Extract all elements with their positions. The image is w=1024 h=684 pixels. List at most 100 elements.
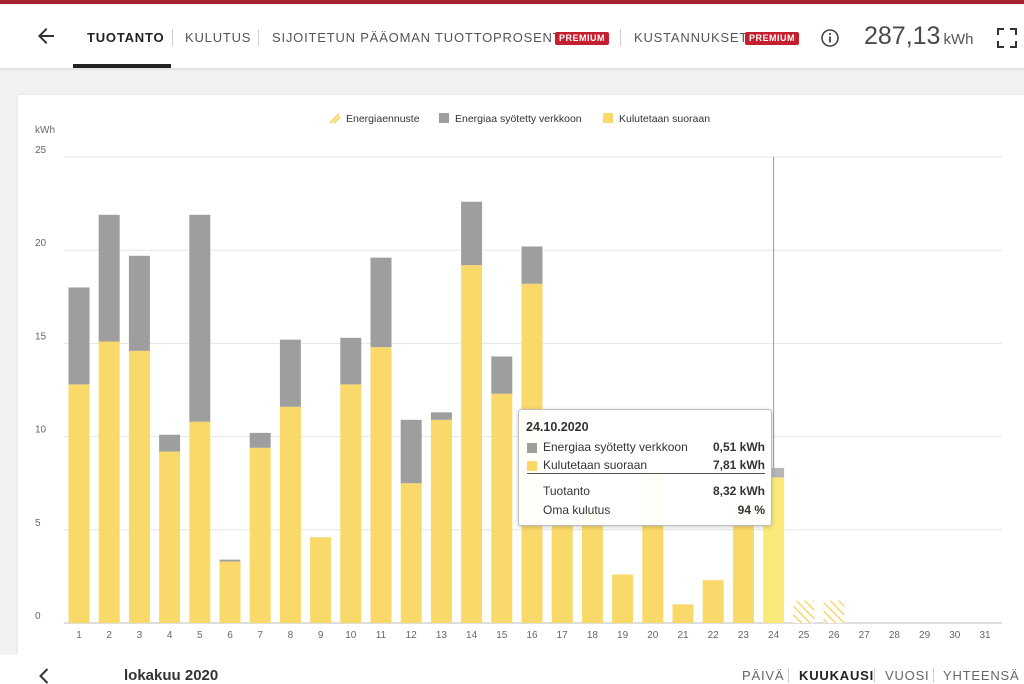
x-tick-label: 4 xyxy=(167,630,173,641)
tooltip-label: Oma kulutus xyxy=(543,503,611,517)
bar-syotetty-verkkoon xyxy=(249,432,271,448)
x-tick-label: 15 xyxy=(496,630,508,641)
bar-kulutetaan-suoraan xyxy=(98,341,120,623)
x-tick-label: 25 xyxy=(798,630,810,641)
info-icon[interactable] xyxy=(820,28,840,48)
period-label: lokakuu 2020 xyxy=(124,667,219,684)
tooltip-label: Energiaa syötetty verkkoon xyxy=(543,440,688,454)
range-separator xyxy=(788,668,789,683)
x-tick-label: 20 xyxy=(647,630,659,641)
bar-kulutetaan-suoraan xyxy=(491,393,513,623)
x-tick-label: 1 xyxy=(76,630,82,641)
y-tick-label: 25 xyxy=(35,145,47,156)
x-tick-label: 16 xyxy=(526,630,538,641)
range-vuosi[interactable]: VUOSI xyxy=(885,668,930,683)
x-tick-label: 13 xyxy=(436,630,448,641)
y-tick-label: 20 xyxy=(35,238,47,249)
bar-syotetty-verkkoon xyxy=(491,356,513,394)
x-tick-label: 22 xyxy=(708,630,720,641)
y-axis-label: kWh xyxy=(35,125,55,136)
x-tick-label: 26 xyxy=(828,630,840,641)
chart-card: 0 5 10 15 20 25 kWh 1 2 3 4 5 6 7 8 9 10 11 12 13 14 15 16 17 18… xyxy=(18,95,1024,655)
bar-syotetty-verkkoon xyxy=(763,467,785,478)
bar-kulutetaan-suoraan xyxy=(400,483,422,623)
bar-syotetty-verkkoon xyxy=(430,412,452,420)
bar-syotetty-verkkoon xyxy=(461,201,483,266)
x-tick-label: 7 xyxy=(257,630,263,641)
bar-energiaennuste xyxy=(793,600,815,623)
tab-tuotanto[interactable]: TUOTANTO xyxy=(87,30,165,45)
bar-syotetty-verkkoon xyxy=(279,339,301,407)
bar-kulutetaan-suoraan xyxy=(279,406,301,623)
bar-energiaennuste xyxy=(823,600,845,623)
fullscreen-icon[interactable] xyxy=(995,26,1019,50)
tab-separator xyxy=(258,29,259,46)
x-tick-label: 17 xyxy=(557,630,569,641)
legend-swatch xyxy=(603,113,613,123)
x-tick-label: 24 xyxy=(768,630,780,641)
bar-kulutetaan-suoraan xyxy=(461,265,483,623)
x-tick-label: 18 xyxy=(587,630,599,641)
tooltip-value: 7,81 kWh xyxy=(712,458,765,472)
bar-syotetty-verkkoon xyxy=(219,559,241,562)
tooltip-summary-row: Tuotanto 8,32 kWh xyxy=(527,484,765,500)
bar-syotetty-verkkoon xyxy=(98,214,120,342)
bar-kulutetaan-suoraan xyxy=(219,561,241,623)
total-production: 287,13 kWh xyxy=(864,22,973,51)
bar-kulutetaan-suoraan xyxy=(310,537,332,623)
y-tick-label: 0 xyxy=(35,611,41,622)
premium-badge: PREMIUM xyxy=(745,32,799,45)
tooltip-divider xyxy=(527,473,765,474)
bar-kulutetaan-suoraan xyxy=(581,511,603,623)
tooltip-row: Kulutetaan suoraan 7,81 kWh xyxy=(527,458,765,474)
tab-separator xyxy=(172,29,173,46)
x-tick-label: 23 xyxy=(738,630,750,641)
legend-label: Energiaa syötetty verkkoon xyxy=(455,113,582,125)
bar-syotetty-verkkoon xyxy=(128,255,150,351)
x-tick-label: 27 xyxy=(859,630,871,641)
legend-hatch-stroke xyxy=(329,113,340,124)
tab-kustannukset[interactable]: KUSTANNUKSET xyxy=(634,30,749,45)
legend-label: Kulutetaan suoraan xyxy=(619,113,710,125)
bar-kulutetaan-suoraan xyxy=(612,574,634,623)
total-value: 287,13 xyxy=(864,22,941,50)
legend-swatch xyxy=(527,461,537,471)
tooltip-label: Kulutetaan suoraan xyxy=(543,458,648,472)
range-yhteensa[interactable]: YHTEENSÄ xyxy=(943,668,1020,683)
chevron-left-icon[interactable] xyxy=(36,667,54,684)
bar-kulutetaan-suoraan xyxy=(249,447,271,623)
bar-kulutetaan-suoraan xyxy=(370,347,392,623)
x-tick-label: 14 xyxy=(466,630,478,641)
x-tick-label: 6 xyxy=(227,630,233,641)
x-tick-label: 29 xyxy=(919,630,931,641)
y-tick-label: 5 xyxy=(35,518,41,529)
bar-kulutetaan-suoraan xyxy=(128,350,150,623)
bar-kulutetaan-suoraan xyxy=(672,604,694,623)
header-bar: TUOTANTO KULUTUS SIJOITETUN PÄÄOMAN TUOT… xyxy=(0,4,1024,68)
x-tick-label: 9 xyxy=(318,630,324,641)
total-unit: kWh xyxy=(943,31,974,48)
period-navigation: lokakuu 2020 PÄIVÄ KUUKAUSI VUOSI YHTEEN… xyxy=(0,655,1024,684)
legend-hatch-stroke xyxy=(333,116,341,124)
legend-swatch xyxy=(439,113,449,123)
x-tick-label: 19 xyxy=(617,630,629,641)
arrow-left-icon[interactable] xyxy=(34,24,58,48)
tab-kulutus[interactable]: KULUTUS xyxy=(185,30,252,45)
bar-kulutetaan-suoraan xyxy=(340,384,362,623)
bar-kulutetaan-suoraan xyxy=(189,421,211,623)
range-separator xyxy=(874,668,875,683)
tab-separator xyxy=(620,29,621,46)
tab-tuottoprosentti[interactable]: SIJOITETUN PÄÄOMAN TUOTTOPROSENTTI xyxy=(272,30,575,45)
top-accent-bar xyxy=(0,0,1024,4)
tooltip-summary-row: Oma kulutus 94 % xyxy=(527,503,765,519)
legend-swatch-energiaennuste xyxy=(329,113,341,124)
x-tick-label: 5 xyxy=(197,630,203,641)
tooltip-label: Tuotanto xyxy=(543,484,590,498)
legend-swatch xyxy=(527,443,537,453)
bar-syotetty-verkkoon xyxy=(370,257,392,348)
x-tick-label: 12 xyxy=(406,630,418,641)
range-paiva[interactable]: PÄIVÄ xyxy=(742,668,785,683)
range-kuukausi[interactable]: KUUKAUSI xyxy=(799,668,875,683)
x-tick-label: 3 xyxy=(137,630,143,641)
